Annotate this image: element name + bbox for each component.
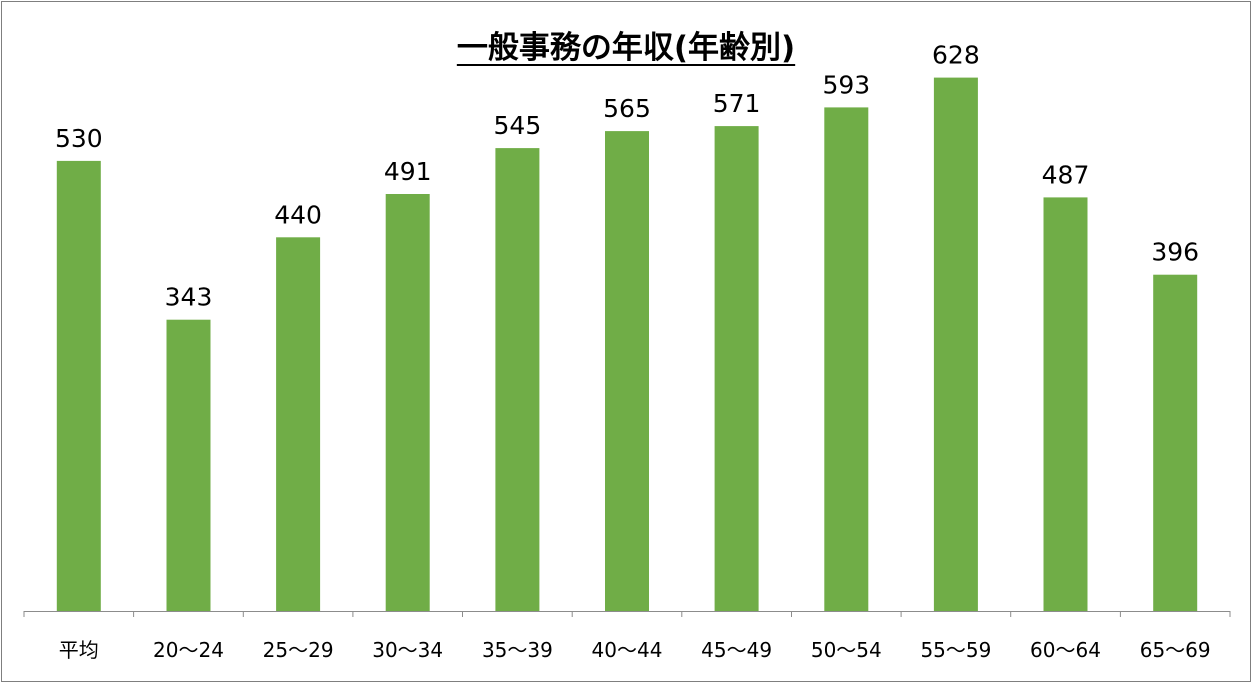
bar-7 xyxy=(824,107,869,612)
data-label-3: 491 xyxy=(384,157,432,186)
data-label-2: 440 xyxy=(274,200,322,229)
data-label-10: 396 xyxy=(1151,238,1199,267)
bar-3 xyxy=(385,194,430,611)
data-label-7: 593 xyxy=(822,70,870,99)
bar-5 xyxy=(605,131,649,611)
bar-9 xyxy=(1043,197,1088,611)
bar-6 xyxy=(714,126,759,611)
x-tick-label-5: 40〜44 xyxy=(592,638,663,662)
bar-10 xyxy=(1153,274,1198,611)
data-label-9: 487 xyxy=(1042,160,1090,189)
bar-4 xyxy=(495,148,540,611)
value-labels-group: 530 343 440 491 545 565 571 593 628 487 396 xyxy=(55,41,1199,312)
data-label-4: 545 xyxy=(494,111,542,140)
x-tick-label-8: 55〜59 xyxy=(920,638,991,662)
data-label-1: 343 xyxy=(165,283,213,312)
x-tick-label-6: 45〜49 xyxy=(701,638,772,662)
data-label-6: 571 xyxy=(713,89,761,118)
bar-0 xyxy=(56,160,101,611)
bars-group xyxy=(56,77,1198,612)
x-tick-label-2: 25〜29 xyxy=(263,638,334,662)
x-tick-label-10: 65〜69 xyxy=(1140,638,1211,662)
x-tick-label-4: 35〜39 xyxy=(482,638,553,662)
x-tick-label-9: 60〜64 xyxy=(1030,638,1101,662)
data-label-8: 628 xyxy=(932,41,980,70)
bar-2 xyxy=(276,237,321,612)
data-label-5: 565 xyxy=(603,94,651,123)
data-label-0: 530 xyxy=(55,124,103,153)
x-tick-labels-group: 平均 20〜24 25〜29 30〜34 35〜39 40〜44 45〜49 50〜54 55〜… xyxy=(59,638,1211,662)
x-tick-label-7: 50〜54 xyxy=(811,638,882,662)
bar-8 xyxy=(933,77,978,612)
x-tick-label-0: 平均 xyxy=(59,638,99,662)
x-axis xyxy=(23,611,1231,617)
bar-1 xyxy=(166,319,211,611)
x-tick-label-3: 30〜34 xyxy=(372,638,443,662)
chart-title: 一般事務の年収(年齢別) xyxy=(0,22,1252,67)
x-tick-label-1: 20〜24 xyxy=(153,638,224,662)
chart-title-text: 一般事務の年収(年齢別) xyxy=(456,30,796,66)
